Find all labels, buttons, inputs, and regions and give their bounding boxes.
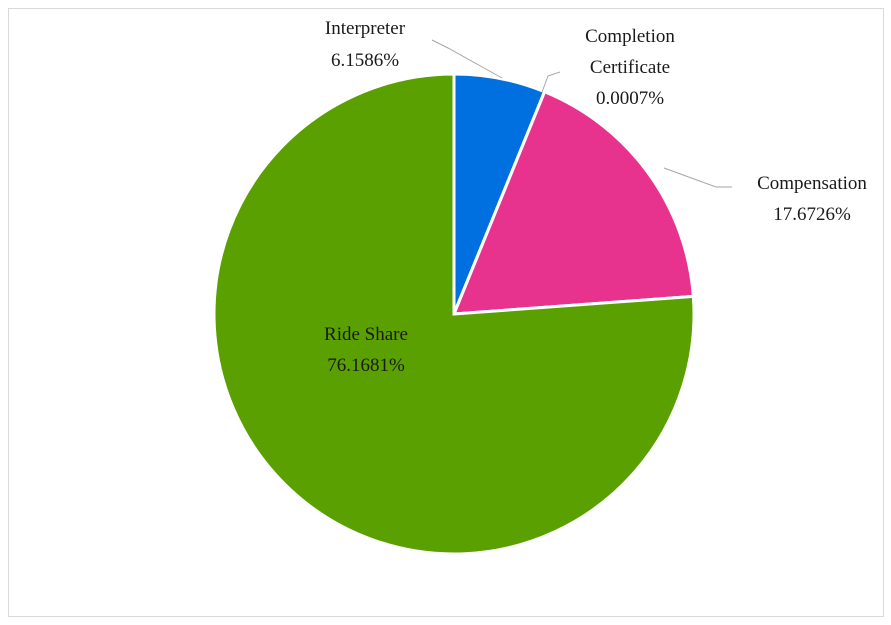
pie-slice-ride-share — [212, 72, 696, 556]
interpreter-label: Interpreter — [325, 18, 406, 39]
compensation-label: Compensation — [757, 173, 867, 194]
interpreter-value-label: 6.1586% — [331, 50, 399, 71]
completion-certificate-label-line1: Completion — [585, 26, 675, 47]
pie-slices — [212, 72, 696, 556]
interpreter-leader-line — [431, 39, 503, 79]
ride-share-value-label: 76.1681% — [327, 355, 405, 376]
compensation-value-label: 17.6726% — [773, 204, 851, 225]
compensation-leader-line — [663, 167, 732, 188]
completion-certificate-label-line2: Certificate — [590, 57, 670, 78]
completion-certificate-value-label: 0.0007% — [596, 88, 664, 109]
completion-certificate-leader-line — [541, 71, 561, 93]
pie-slice-compensation — [451, 89, 695, 316]
ride-share-label: Ride Share — [324, 324, 408, 345]
